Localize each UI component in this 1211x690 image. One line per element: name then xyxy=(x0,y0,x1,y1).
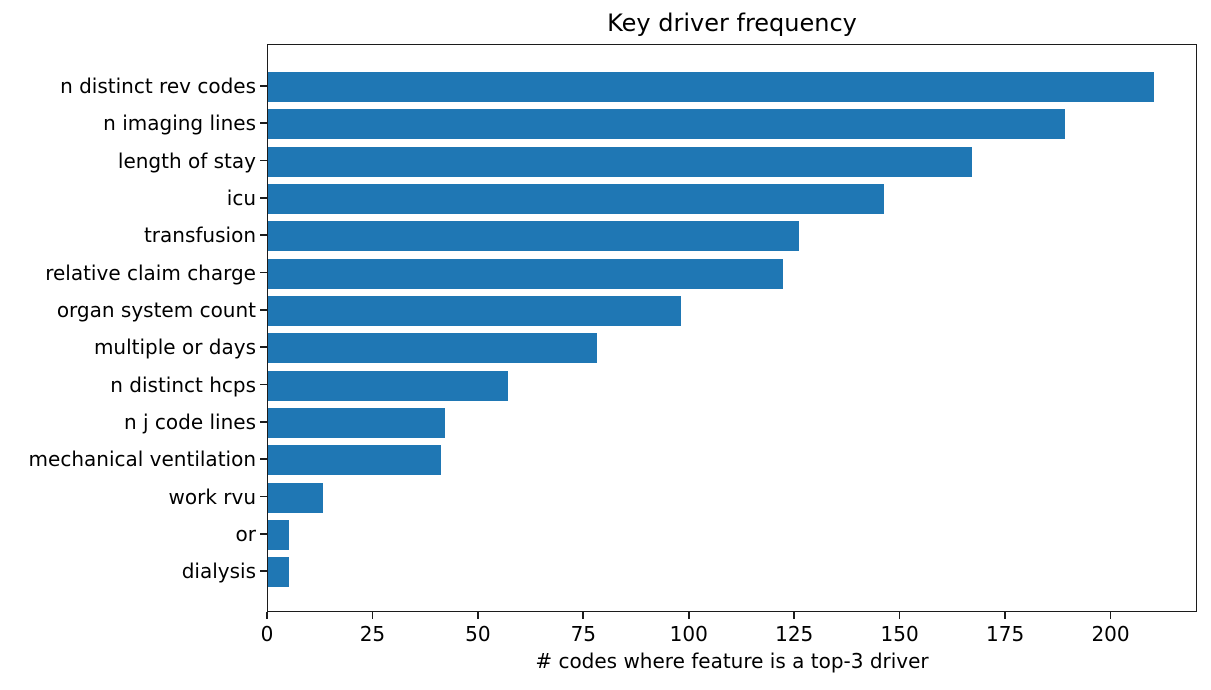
x-tick-label: 25 xyxy=(359,622,386,646)
y-tick-mark xyxy=(260,234,267,237)
plot-area xyxy=(267,44,1197,612)
bar-n-imaging-lines xyxy=(268,109,1066,140)
x-tick-mark xyxy=(371,612,374,619)
x-tick-mark xyxy=(793,612,796,619)
bar-n-distinct-hcps xyxy=(268,370,509,401)
y-tick-mark xyxy=(260,197,267,199)
x-tick-mark xyxy=(898,612,901,619)
y-tick-mark xyxy=(260,122,267,125)
y-tick-mark xyxy=(260,309,267,311)
y-tick-label: organ system count xyxy=(56,297,256,322)
y-tick-mark xyxy=(260,421,267,423)
y-tick-mark xyxy=(260,533,267,535)
bar-or xyxy=(268,519,290,550)
x-tick-label: 200 xyxy=(1091,622,1130,646)
y-tick-mark xyxy=(260,570,267,573)
y-tick-mark xyxy=(260,495,267,498)
x-tick-mark xyxy=(1109,612,1112,619)
y-tick-mark xyxy=(260,159,267,162)
bar-transfusion xyxy=(268,221,800,252)
bar-dialysis xyxy=(268,557,290,588)
y-tick-mark xyxy=(260,346,267,349)
x-tick-label: 150 xyxy=(880,622,919,646)
y-tick-label: dialysis xyxy=(181,559,256,584)
x-tick-label: 0 xyxy=(260,622,274,646)
x-tick-label: 100 xyxy=(669,622,708,646)
bar-n-j-code-lines xyxy=(268,407,446,438)
y-tick-label: n j code lines xyxy=(123,409,256,434)
x-tick-mark xyxy=(477,612,479,619)
y-tick-label: length of stay xyxy=(117,148,256,173)
y-tick-label: relative claim charge xyxy=(45,260,256,285)
y-tick-label: n distinct rev codes xyxy=(60,74,256,98)
x-tick-label: 125 xyxy=(775,622,814,646)
bar-n-distinct-rev-codes xyxy=(268,72,1154,102)
y-tick-label: n distinct hcps xyxy=(110,372,256,397)
x-tick-mark xyxy=(687,612,690,619)
chart-title: Key driver frequency xyxy=(607,9,857,37)
x-tick-mark xyxy=(266,612,268,619)
x-axis-title: # codes where feature is a top-3 driver xyxy=(535,649,929,673)
bar-work-rvu xyxy=(268,482,323,513)
y-tick-label: work rvu xyxy=(168,484,257,509)
y-tick-mark xyxy=(260,458,267,461)
bar-relative-claim-charge xyxy=(268,258,783,289)
y-tick-label: icu xyxy=(226,185,256,210)
bar-length-of-stay xyxy=(268,146,973,177)
y-tick-label: mechanical ventilation xyxy=(28,447,256,472)
bar-organ-system-count xyxy=(268,295,682,326)
y-tick-mark xyxy=(260,85,267,87)
y-tick-mark xyxy=(260,271,267,274)
y-tick-mark xyxy=(260,383,267,386)
bar-icu xyxy=(268,183,884,214)
bar-multiple-or-days xyxy=(268,333,597,364)
x-tick-label: 175 xyxy=(986,622,1025,646)
y-tick-label: or xyxy=(235,521,256,546)
x-tick-mark xyxy=(1004,612,1006,619)
y-tick-label: multiple or days xyxy=(93,335,256,360)
bar-mechanical-ventilation xyxy=(268,445,441,476)
y-tick-label: transfusion xyxy=(143,223,256,248)
x-tick-label: 50 xyxy=(465,622,491,646)
x-tick-mark xyxy=(582,612,585,619)
y-tick-label: n imaging lines xyxy=(103,111,256,136)
x-tick-label: 75 xyxy=(570,622,597,646)
